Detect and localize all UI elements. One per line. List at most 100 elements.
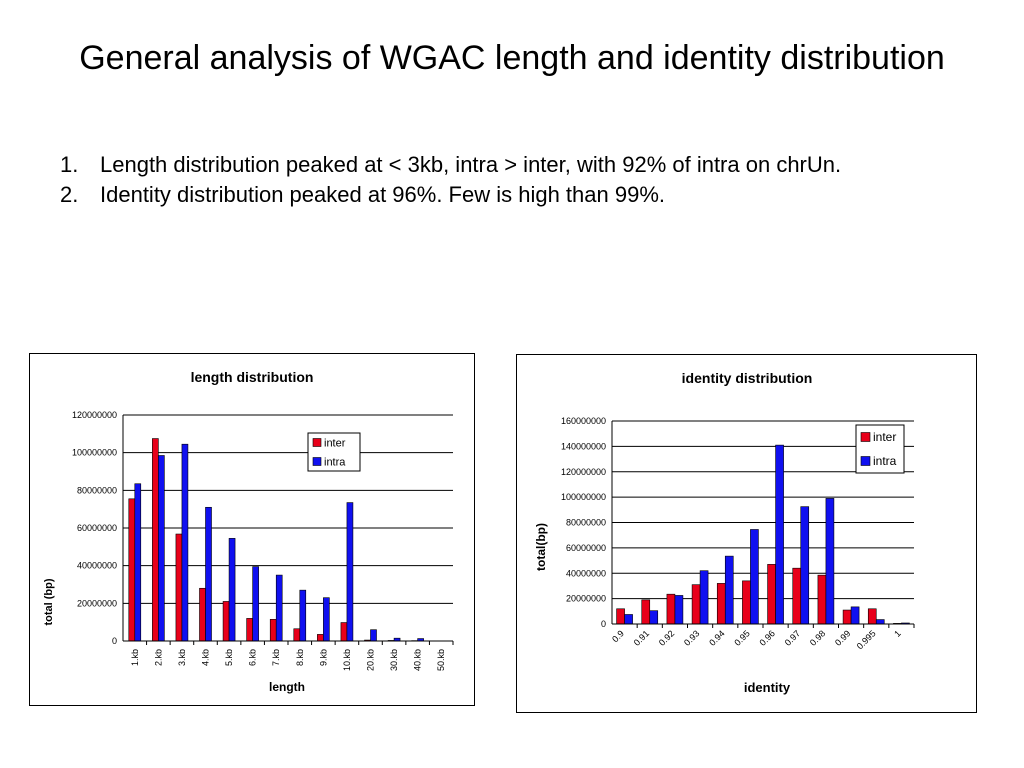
identity-chart-svg: identity distribution total(bp) identity… [534,370,915,695]
y-tick-labels: 0 20000000 40000000 60000000 80000000 1000000… [72,410,117,646]
x-tick-label: 1 [892,628,903,639]
y-tick-label: 40000000 [566,568,606,578]
legend-label-inter: inter [324,437,346,449]
x-tick-label: 0.97 [783,628,802,647]
bar-inter [293,628,301,642]
bullet-number: 2. [60,182,79,207]
x-tick-label: 5.kb [224,649,234,666]
bar-inter [616,608,625,625]
y-tick-label: 100000000 [72,448,117,458]
x-tick-label: 40.kb [413,649,423,671]
x-tick-labels: 1.kb 2.kb 3.kb 4.kb 5.kb 6.kb 7.kb 8.kb 9.kb 10.k… [130,649,446,671]
y-tick-label: 20000000 [77,598,117,608]
bar-intra [699,570,709,625]
legend-swatch-inter [312,438,322,447]
bar-inter [128,498,136,642]
x-axis-label: length [269,680,305,694]
bar-intra [299,589,307,642]
bar-inter [641,599,651,625]
x-tick-label: 0.91 [632,628,651,647]
y-tick-label: 80000000 [77,485,117,495]
legend-label-intra: intra [873,454,897,468]
x-tick-label: 0.96 [758,628,777,647]
bar-inter [817,574,827,625]
bar-intra [134,483,142,642]
x-tick-label: 1.kb [130,649,140,666]
y-axis-label: total(bp) [534,523,548,571]
legend-label-intra: intra [324,456,346,468]
x-axis-label: identity [744,680,791,695]
bar-intra [158,455,165,642]
x-tick-label: 8.kb [295,649,305,666]
bullet-text: Length distribution peaked at < 3kb, int… [100,152,842,177]
bullet-list: 1. Length distribution peaked at < 3kb, … [60,150,990,210]
bar-inter [175,533,183,642]
y-tick-label: 140000000 [561,441,606,451]
y-tick-label: 160000000 [561,416,606,426]
bar-inter [666,593,676,625]
length-chart-svg: length distribution total (bp) length 0 2… [43,369,454,694]
axes [611,421,915,628]
bullet-text: Identity distribution peaked at 96%. Few… [100,182,666,207]
bar-intra [228,538,236,642]
bar-inter [222,601,230,642]
y-tick-label: 80000000 [566,518,606,528]
y-tick-label: 120000000 [561,467,606,477]
x-tick-label: 2.kb [153,649,163,666]
bar-inter [269,619,277,642]
bar-intra [346,502,354,642]
bar-inter [691,584,701,625]
x-tick-label: 0.9 [610,628,626,644]
y-tick-label: 100000000 [561,492,606,502]
bullet-item: 1. Length distribution peaked at < 3kb, … [60,150,990,180]
identity-chart: identity distribution total(bp) identity… [516,354,977,713]
legend-label-inter: inter [873,430,896,444]
legend: inter intra [855,424,905,474]
bar-intra [181,443,189,642]
x-tick-labels: 0.9 0.91 0.92 0.93 0.94 0.95 0.96 0.97 0.98 0.99 0… [610,628,903,651]
bar-intra [275,574,283,642]
y-tick-labels: 0 20000000 40000000 60000000 80000000 1000000… [561,416,606,629]
x-tick-label: 0.94 [707,628,726,647]
legend-swatch-intra [860,456,871,466]
bars [128,438,442,642]
x-tick-label: 9.kb [318,649,328,666]
legend: inter intra [307,432,361,472]
slide-title: General analysis of WGAC length and iden… [79,39,945,77]
y-axis-label: total (bp) [43,578,55,625]
bar-intra [649,610,659,625]
bar-inter [792,567,802,625]
bar-intra [850,606,860,625]
y-tick-label: 60000000 [77,523,117,533]
length-chart: length distribution total (bp) length 0 2… [29,353,475,706]
x-tick-label: 0.99 [833,628,852,647]
x-tick-label: 30.kb [389,649,399,671]
y-tick-label: 40000000 [77,561,117,571]
x-tick-label: 20.kb [366,649,376,671]
x-tick-label: 0.92 [657,628,676,647]
bar-inter [842,609,852,625]
chart-title: identity distribution [682,370,813,386]
x-tick-label: 0.98 [808,628,827,647]
bar-intra [724,555,734,625]
bar-intra [674,595,684,625]
x-tick-label: 7.kb [271,649,281,666]
x-tick-label: 0.995 [855,628,878,651]
bullet-item: 2. Identity distribution peaked at 96%. … [60,180,990,210]
y-tick-label: 60000000 [566,543,606,553]
axes [122,415,454,645]
bar-inter [767,564,776,625]
bar-intra [252,566,259,642]
chart-title: length distribution [191,369,314,385]
x-tick-label: 3.kb [177,649,187,666]
bar-intra [800,506,810,625]
bar-intra [205,506,212,642]
bar-inter [199,587,206,642]
x-tick-label: 0.93 [682,628,701,647]
bar-inter [340,622,348,642]
legend-swatch-inter [860,432,871,442]
bar-inter [867,608,877,625]
bullet-number: 1. [60,152,79,177]
bar-intra [875,619,885,625]
gridlines [123,414,453,642]
